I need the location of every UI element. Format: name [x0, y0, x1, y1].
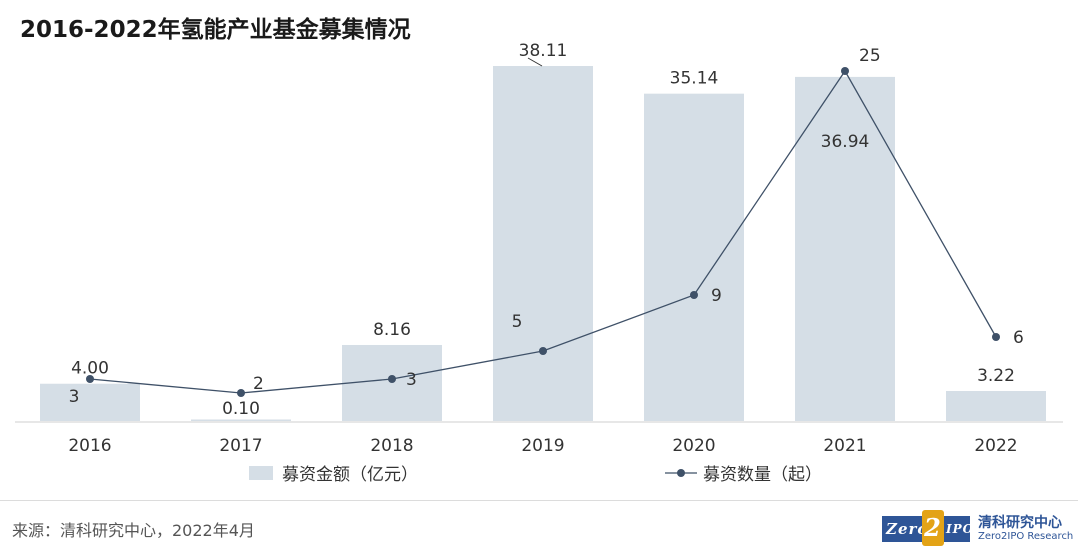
- bar-2017: [191, 419, 291, 421]
- line-point-2017: [237, 389, 245, 397]
- line-point-2016: [86, 375, 94, 383]
- bar-value-label: 8.16: [373, 320, 411, 340]
- bar-2022: [946, 391, 1046, 421]
- legend-bar-label: 募资金额（亿元）: [282, 465, 418, 485]
- line-value-label: 6: [1013, 328, 1024, 348]
- bar-2019: [493, 66, 593, 421]
- bar-value-label: 3.22: [977, 366, 1015, 386]
- chart-title: 2016-2022年氢能产业基金募集情况: [20, 17, 411, 43]
- legend-bar-swatch: [249, 466, 273, 480]
- x-tick-label: 2018: [370, 436, 413, 456]
- legend-line-marker: [677, 469, 685, 477]
- footer-divider: [0, 500, 1078, 501]
- logo-chinese-name: 清科研究中心: [978, 515, 1062, 531]
- line-point-2020: [690, 291, 698, 299]
- x-tick-label: 2022: [974, 436, 1017, 456]
- source-note: 来源：清科研究中心，2022年4月: [12, 521, 255, 540]
- zero2ipo-logo: Zero 2 IPO 清科研究中心 Zero2IPO Research: [882, 510, 1074, 546]
- line-point-2021: [841, 67, 849, 75]
- line-value-label: 3: [69, 387, 80, 407]
- line-value-label: 5: [512, 312, 523, 332]
- line-point-2019: [539, 347, 547, 355]
- x-tick-label: 2017: [219, 436, 262, 456]
- line-value-label: 3: [406, 370, 417, 390]
- legend-line-label: 募资数量（起）: [703, 465, 822, 485]
- bar-value-label: 35.14: [670, 69, 719, 89]
- logo-english-name: Zero2IPO Research: [978, 531, 1074, 542]
- bar-2020: [644, 93, 744, 422]
- bar-value-label: 38.11: [519, 41, 568, 61]
- bar-2021: [795, 76, 895, 421]
- x-tick-label: 2016: [68, 436, 111, 456]
- line-value-label: 25: [859, 46, 881, 66]
- bar-label-leader: [527, 57, 543, 67]
- bar-value-label: 0.10: [222, 399, 260, 419]
- bar-value-label: 4.00: [71, 359, 109, 379]
- logo-ipo-text: IPO: [946, 522, 975, 536]
- bar-2016: [40, 383, 140, 421]
- line-value-label: 2: [253, 374, 264, 394]
- x-tick-label: 2020: [672, 436, 715, 456]
- logo-two-text: 2: [922, 510, 944, 546]
- line-point-2018: [388, 375, 396, 383]
- x-tick-label: 2021: [823, 436, 866, 456]
- logo-zero-text: Zero: [886, 520, 929, 538]
- bar-value-label: 36.94: [821, 132, 870, 152]
- line-value-label: 9: [711, 286, 722, 306]
- x-tick-label: 2019: [521, 436, 564, 456]
- line-point-2022: [992, 333, 1000, 341]
- logo-mark: Zero 2 IPO: [882, 510, 973, 546]
